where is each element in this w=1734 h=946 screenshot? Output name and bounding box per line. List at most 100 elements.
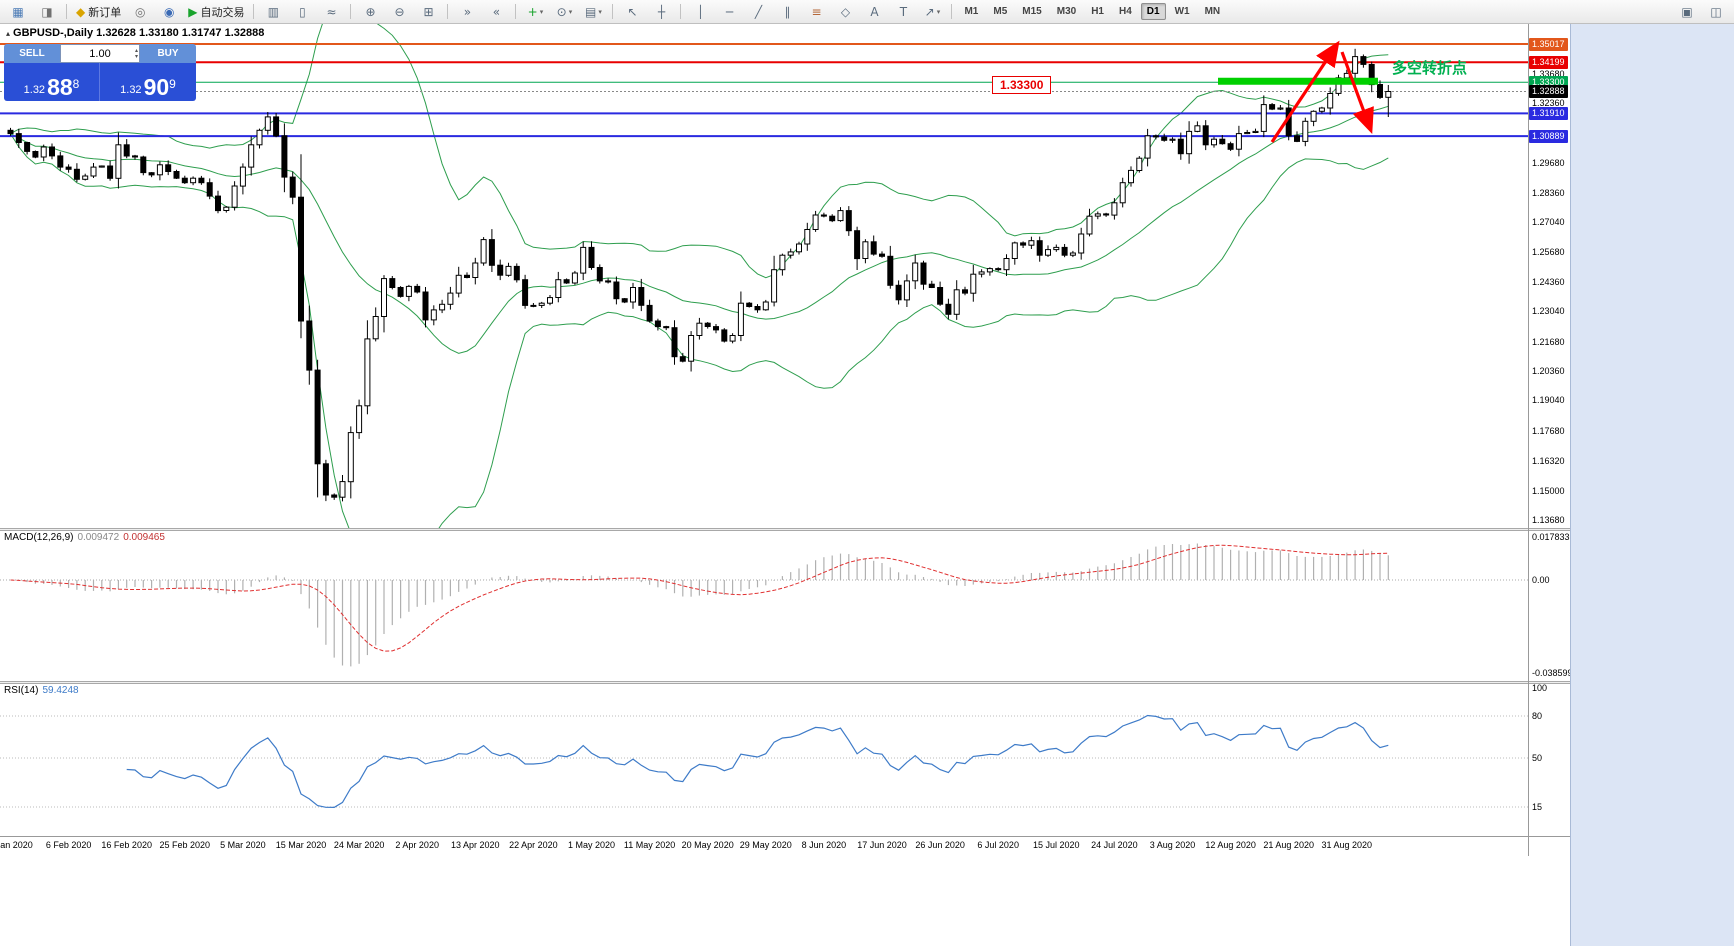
right-dock-panel <box>1570 24 1734 946</box>
candlestick-chart-icon: ▯ <box>299 4 306 19</box>
timeframe-button-mn[interactable]: MN <box>1204 6 1221 17</box>
templates-button[interactable]: ▤ ▾ <box>579 1 607 23</box>
volume-input[interactable]: 1.00 ▴ ▾ <box>60 44 140 63</box>
label-icon: T <box>899 4 908 19</box>
text-icon[interactable]: A <box>860 1 888 23</box>
timeframe-button-w1[interactable]: W1 <box>1174 6 1190 17</box>
toolbar-separator <box>612 4 614 19</box>
date-label: 16 Feb 2020 <box>101 840 152 850</box>
indicators-button[interactable]: + ▾ <box>521 1 549 23</box>
fibonacci-icon[interactable]: ≡ <box>802 1 830 23</box>
line-chart-icon[interactable]: ≈ <box>317 1 345 23</box>
price-scale-axis[interactable] <box>1528 24 1529 856</box>
timeframe-button-h1[interactable]: H1 <box>1091 6 1104 17</box>
crosshair-icon[interactable]: ┼ <box>647 1 675 23</box>
date-label: 6 Feb 2020 <box>45 840 92 850</box>
auto-scroll-icon[interactable]: » <box>453 1 481 23</box>
chart-shift-icon[interactable]: « <box>482 1 510 23</box>
new-chart-icon[interactable]: ▦ <box>4 1 32 23</box>
chart-canvas[interactable] <box>0 24 1528 836</box>
timeframe-button-m15[interactable]: M15 <box>1022 6 1042 17</box>
rsi-scale-label: 80 <box>1532 711 1543 721</box>
pane-separator-rsi[interactable] <box>0 681 1570 684</box>
price-tick: 1.16320 <box>1532 456 1565 467</box>
price-label-1.35017: 1.35017 <box>1529 37 1568 51</box>
autotrading-button[interactable]: ▶ 自动交易 <box>184 1 248 23</box>
toolbar-separator <box>350 4 352 19</box>
rsi-indicator-label: RSI(14) 59.4248 <box>4 685 79 696</box>
date-label: 15 Mar 2020 <box>275 840 327 850</box>
docking-panel-icon[interactable]: ◫ <box>1702 1 1730 23</box>
buy-button[interactable]: BUY <box>140 44 196 63</box>
one-click-collapse-icon[interactable]: ▴ <box>6 29 11 38</box>
autotrading-button-label: 自动交易 <box>200 6 245 19</box>
arrange-windows-icon[interactable]: ▣ <box>1673 1 1701 23</box>
label-icon[interactable]: T <box>889 1 917 23</box>
pane-separator-macd[interactable] <box>0 528 1570 531</box>
symbol-ohlc-info: ▴ GBPUSD-,Daily 1.32628 1.33180 1.31747 1… <box>6 27 264 39</box>
shapes-icon[interactable]: ◇ <box>831 1 859 23</box>
timeframe-button-h4[interactable]: H4 <box>1118 6 1132 17</box>
buy-price-main: 90 <box>143 74 170 100</box>
channel-icon[interactable]: ∥ <box>773 1 801 23</box>
expert-advisors-icon[interactable]: ◎ <box>126 1 154 23</box>
date-label: 3 Aug 2020 <box>1149 840 1196 850</box>
trendline-icon[interactable]: ╱ <box>744 1 772 23</box>
candlestick-chart-icon[interactable]: ▯ <box>288 1 316 23</box>
profiles-icon[interactable]: ◨ <box>33 1 61 23</box>
price-tick: 1.28360 <box>1532 187 1565 198</box>
volume-decrease-button[interactable]: ▾ <box>134 52 138 60</box>
arrows-icon[interactable]: ↗ ▾ <box>918 1 946 23</box>
periods-button[interactable]: ⊙ ▾ <box>550 1 578 23</box>
zoom-in-icon[interactable]: ⊕ <box>356 1 384 23</box>
price-tick: 1.23040 <box>1532 306 1565 317</box>
sell-button[interactable]: SELL <box>4 44 60 63</box>
rsi-scale-label: 15 <box>1532 802 1543 812</box>
volume-increase-button[interactable]: ▴ <box>134 46 138 54</box>
price-tick: 1.17680 <box>1532 425 1565 436</box>
horizontal-line-icon[interactable]: ─ <box>715 1 743 23</box>
rsi-scale-label: 50 <box>1532 753 1543 763</box>
price-label-1.31910: 1.31910 <box>1529 106 1568 120</box>
price-label-1.30889: 1.30889 <box>1529 129 1568 143</box>
toolbar-separator <box>447 4 449 19</box>
zoom-in-icon: ⊕ <box>365 4 376 19</box>
date-label: 20 May 2020 <box>681 840 734 850</box>
chevron-down-icon: ▾ <box>568 7 573 16</box>
timeframe-button-d1[interactable]: D1 <box>1140 3 1166 20</box>
horizontal-line-icon: ─ <box>725 4 734 19</box>
timeframe-button-m5[interactable]: M5 <box>993 6 1008 17</box>
date-label: 6 Jul 2020 <box>977 840 1019 850</box>
buy-price-panel[interactable]: 1.32 90 9 <box>100 63 196 101</box>
turning-point-text: 多空转折点 <box>1392 60 1468 77</box>
date-label: 22 Apr 2020 <box>509 840 558 850</box>
date-label: 29 May 2020 <box>739 840 792 850</box>
sell-price-panel[interactable]: 1.32 88 8 <box>4 63 100 101</box>
new-order-button[interactable]: ◆ 新订单 <box>72 1 125 23</box>
bar-chart-icon[interactable]: ▥ <box>259 1 287 23</box>
timeframe-button-m1[interactable]: M1 <box>964 6 979 17</box>
profiles-icon: ◨ <box>41 4 53 19</box>
cursor-icon[interactable]: ↖ <box>618 1 646 23</box>
date-label: 1 May 2020 <box>567 840 616 850</box>
vertical-line-icon[interactable]: │ <box>686 1 714 23</box>
market-watch-icon[interactable]: ◉ <box>155 1 183 23</box>
tile-windows-icon[interactable]: ⊞ <box>414 1 442 23</box>
arrange-windows-icon: ▣ <box>1681 4 1693 19</box>
price-tick: 1.19040 <box>1532 395 1565 406</box>
sell-price-prefix: 1.32 <box>23 84 46 96</box>
text-icon: A <box>870 4 879 19</box>
docking-panel-icon: ◫ <box>1710 4 1722 19</box>
price-tick: 1.24360 <box>1532 276 1565 287</box>
timeframe-button-m30[interactable]: M30 <box>1056 6 1077 17</box>
shapes-icon: ◇ <box>840 4 851 19</box>
zoom-out-icon[interactable]: ⊖ <box>385 1 413 23</box>
chart-window[interactable]: 1.33680 1.32360 1.29680 1.28360 1.27040 1.256… <box>0 24 1570 946</box>
autotrading-play-icon: ▶ <box>188 4 198 19</box>
time-scale-axis[interactable] <box>0 836 1570 837</box>
new-order-icon: ◆ <box>76 4 86 19</box>
date-label: 2 Apr 2020 <box>395 840 439 850</box>
volume-value: 1.00 <box>89 47 111 60</box>
new-chart-icon: ▦ <box>12 4 24 19</box>
date-label: 13 Apr 2020 <box>451 840 500 850</box>
